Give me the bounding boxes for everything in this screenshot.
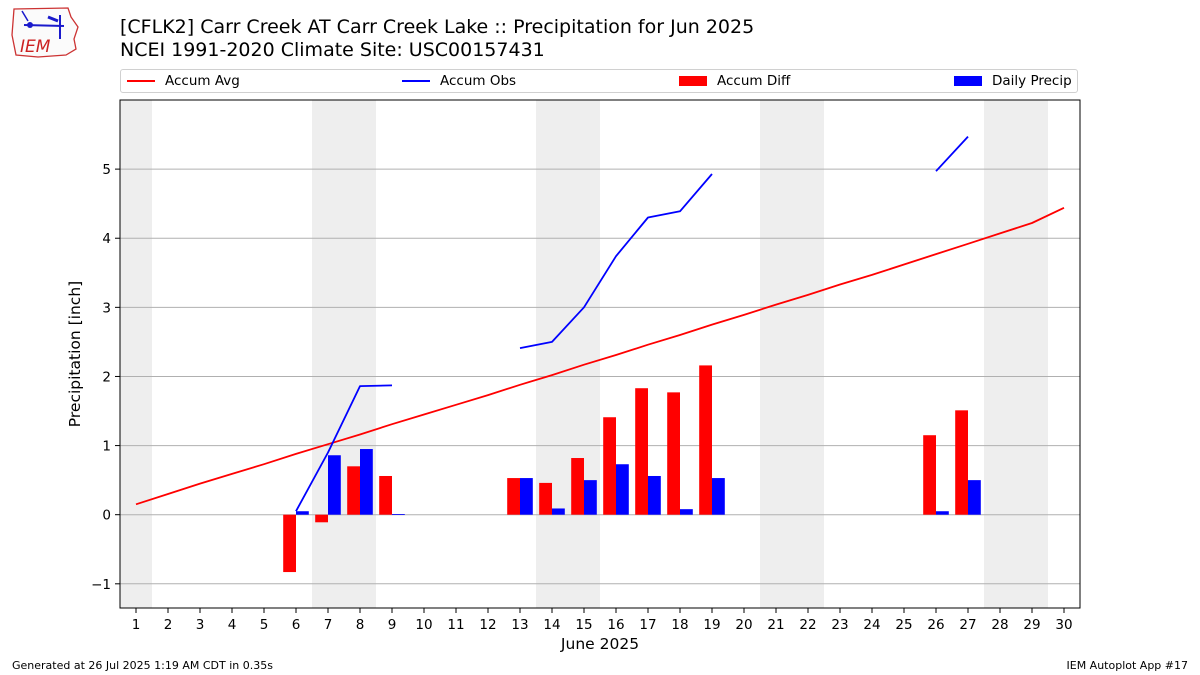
x-tick-label: 30	[1055, 617, 1072, 633]
daily-precip-bar	[328, 455, 341, 515]
weekend-band	[760, 100, 824, 608]
x-tick-label: 28	[991, 617, 1008, 633]
y-axis-label: Precipitation [inch]	[66, 281, 84, 427]
x-tick-label: 20	[735, 617, 752, 633]
accum-obs-line	[295, 384, 393, 512]
x-tick-label: 19	[703, 617, 720, 633]
x-tick-label: 25	[895, 617, 912, 633]
accum-diff-bar	[923, 435, 936, 515]
daily-precip-bar	[616, 464, 629, 515]
accum-diff-bar	[379, 475, 392, 515]
accum-diff-bar	[571, 458, 584, 515]
legend-label: Daily Precip	[992, 73, 1072, 89]
y-tick-label: 2	[102, 369, 111, 385]
legend-swatch-blue-bar	[954, 76, 982, 86]
iem-logo: IEM	[8, 5, 80, 59]
app-credit: IEM Autoplot App #17	[1066, 659, 1189, 672]
x-tick-label: 16	[607, 617, 624, 633]
x-tick-label: 6	[292, 617, 301, 633]
accum-diff-bar	[603, 417, 616, 515]
legend-item-accum-obs: Accum Obs	[402, 73, 516, 89]
daily-precip-bar	[552, 508, 565, 515]
x-tick-label: 13	[511, 617, 528, 633]
chart-subtitle: NCEI 1991-2020 Climate Site: USC00157431	[120, 39, 545, 61]
x-tick-label: 15	[575, 617, 592, 633]
accum-avg-line	[135, 206, 1065, 506]
x-tick-label: 9	[388, 617, 397, 633]
legend-item-accum-diff: Accum Diff	[679, 73, 790, 89]
daily-precip-bar	[520, 478, 533, 515]
y-tick-label: 3	[102, 300, 111, 316]
accum-diff-bar	[539, 482, 552, 515]
x-tick-label: 3	[196, 617, 205, 633]
x-tick-label: 12	[479, 617, 496, 633]
daily-precip-bar	[936, 511, 949, 515]
y-tick-label: −1	[91, 577, 111, 593]
daily-precip-bar	[392, 514, 405, 515]
accum-diff-bar	[635, 388, 648, 515]
accum-diff-bar	[347, 466, 360, 515]
accum-obs-line	[935, 135, 969, 172]
legend-item-accum-avg: Accum Avg	[127, 73, 240, 89]
x-tick-label: 11	[447, 617, 464, 633]
x-tick-label: 1	[132, 617, 141, 633]
accum-diff-bar	[507, 478, 520, 515]
generated-timestamp: Generated at 26 Jul 2025 1:19 AM CDT in …	[12, 659, 273, 672]
x-tick-label: 26	[927, 617, 944, 633]
accum-diff-bar	[283, 514, 296, 573]
y-tick-label: 1	[102, 439, 111, 455]
plot-frame	[119, 99, 1081, 609]
x-tick-label: 2	[164, 617, 173, 633]
x-tick-label: 23	[831, 617, 848, 633]
y-tick-label: 0	[102, 508, 111, 524]
y-tick-label: 5	[102, 162, 111, 178]
daily-precip-bar	[296, 511, 309, 515]
weekend-band	[120, 100, 152, 608]
x-tick-label: 21	[767, 617, 784, 633]
accum-diff-bar	[315, 514, 328, 523]
legend-label: Accum Obs	[440, 73, 517, 89]
x-tick-label: 24	[863, 617, 880, 633]
x-tick-label: 10	[415, 617, 432, 633]
weekend-band	[984, 100, 1048, 608]
x-tick-label: 5	[260, 617, 269, 633]
legend-label: Accum Avg	[165, 73, 240, 89]
accum-diff-bar	[667, 392, 680, 515]
legend-label: Accum Diff	[717, 73, 791, 89]
daily-precip-bar	[968, 480, 981, 515]
accum-obs-line	[519, 173, 713, 349]
legend-item-daily-precip: Daily Precip	[954, 73, 1072, 89]
x-tick-label: 29	[1023, 617, 1040, 633]
accum-diff-bar	[955, 410, 968, 515]
x-tick-label: 4	[228, 617, 237, 633]
daily-precip-bar	[360, 449, 373, 515]
legend-swatch-blue-line	[402, 80, 430, 82]
iem-logo-graphic: IEM	[11, 7, 79, 58]
daily-precip-bar	[648, 475, 661, 515]
legend-swatch-red-line	[127, 80, 155, 82]
x-tick-label: 8	[356, 617, 365, 633]
x-tick-label: 14	[543, 617, 560, 633]
chart-legend: Accum Avg Accum Obs Accum Diff Daily Pre…	[120, 69, 1078, 93]
accum-diff-bar	[699, 365, 712, 515]
chart-title: [CFLK2] Carr Creek AT Carr Creek Lake ::…	[120, 16, 755, 38]
daily-precip-bar	[680, 509, 693, 515]
daily-precip-bar	[584, 480, 597, 515]
weekend-band	[536, 100, 600, 608]
x-tick-label: 7	[324, 617, 333, 633]
x-tick-label: 17	[639, 617, 656, 633]
x-tick-label: 18	[671, 617, 688, 633]
y-tick-label: 4	[102, 231, 111, 247]
daily-precip-bar	[712, 478, 725, 515]
weekend-band	[312, 100, 376, 608]
x-axis-label: June 2025	[560, 635, 639, 653]
legend-swatch-red-bar	[679, 76, 707, 86]
logo-text: IEM	[20, 37, 51, 57]
x-tick-label: 22	[799, 617, 816, 633]
x-tick-label: 27	[959, 617, 976, 633]
